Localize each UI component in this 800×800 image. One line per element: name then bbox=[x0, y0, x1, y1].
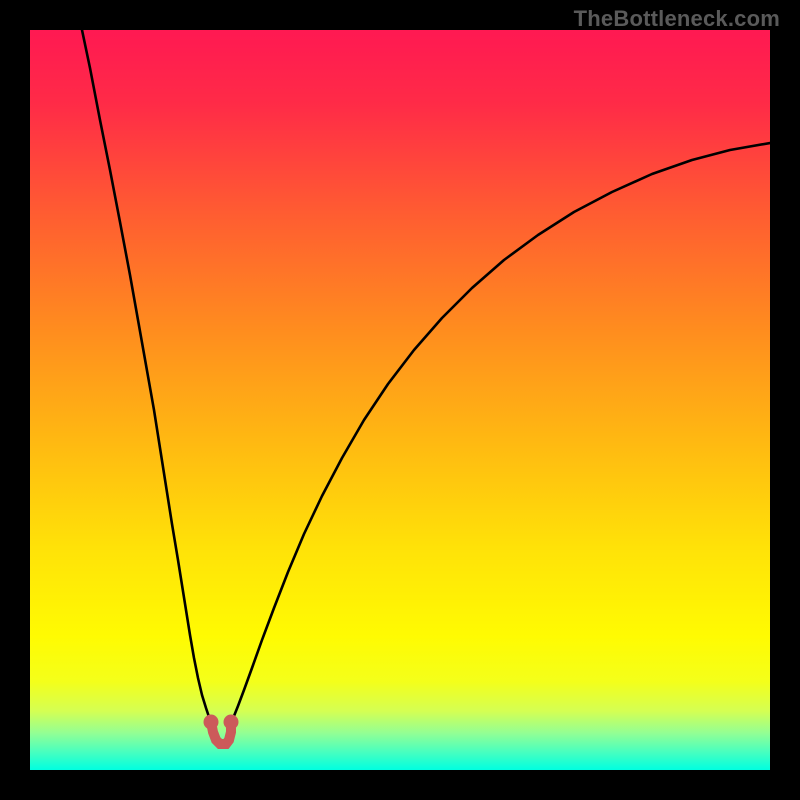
plot-area bbox=[30, 30, 770, 770]
curve-layer bbox=[30, 30, 770, 770]
curve-right-branch bbox=[231, 143, 770, 722]
trough-markers bbox=[204, 715, 239, 730]
trough-marker-dot bbox=[224, 715, 239, 730]
watermark-text: TheBottleneck.com bbox=[574, 6, 780, 32]
trough-marker-dot bbox=[204, 715, 219, 730]
chart-frame: TheBottleneck.com bbox=[0, 0, 800, 800]
curve-left-branch bbox=[82, 30, 211, 722]
